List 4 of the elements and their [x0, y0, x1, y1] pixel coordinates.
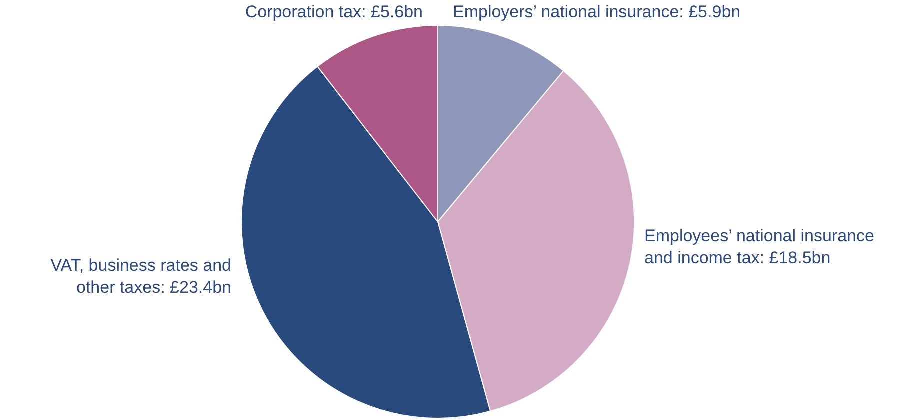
- slice-label: Employers’ national insurance: £5.9bn: [453, 2, 741, 22]
- slice-label: Employees’ national insurance and income tax: £18.5bn: [644, 226, 874, 268]
- slice-label: Corporation tax: £5.6bn: [245, 2, 423, 22]
- slice-label: VAT, business rates and other taxes: £23.4bn: [50, 256, 232, 298]
